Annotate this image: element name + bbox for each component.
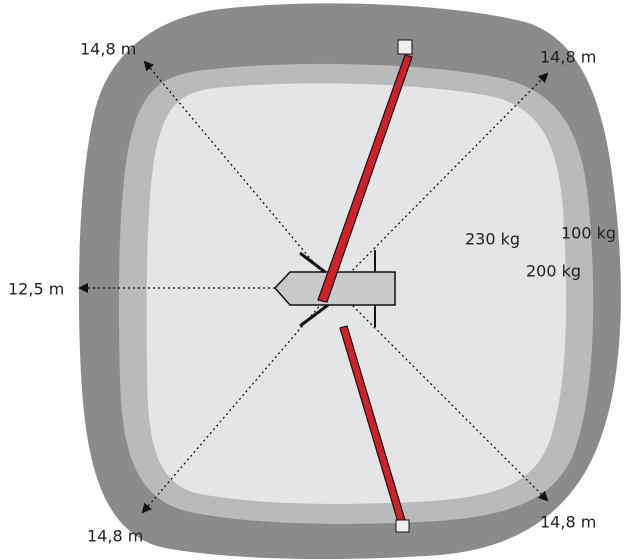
load-label: 200 kg bbox=[526, 262, 581, 281]
reach-line bbox=[334, 72, 549, 289]
machine bbox=[273, 39, 413, 533]
reach-label: 12,5 m bbox=[8, 280, 64, 299]
reach-line bbox=[141, 287, 336, 514]
load-label: 100 kg bbox=[561, 224, 616, 243]
reach-label: 14,8 m bbox=[540, 48, 596, 67]
reach-lines bbox=[78, 60, 549, 514]
reach-line bbox=[143, 60, 336, 289]
reach-label: 14,8 m bbox=[87, 527, 143, 546]
reach-label: 14,8 m bbox=[80, 40, 136, 59]
reach-label: 14,8 m bbox=[540, 513, 596, 532]
load-label: 230 kg bbox=[465, 230, 520, 249]
